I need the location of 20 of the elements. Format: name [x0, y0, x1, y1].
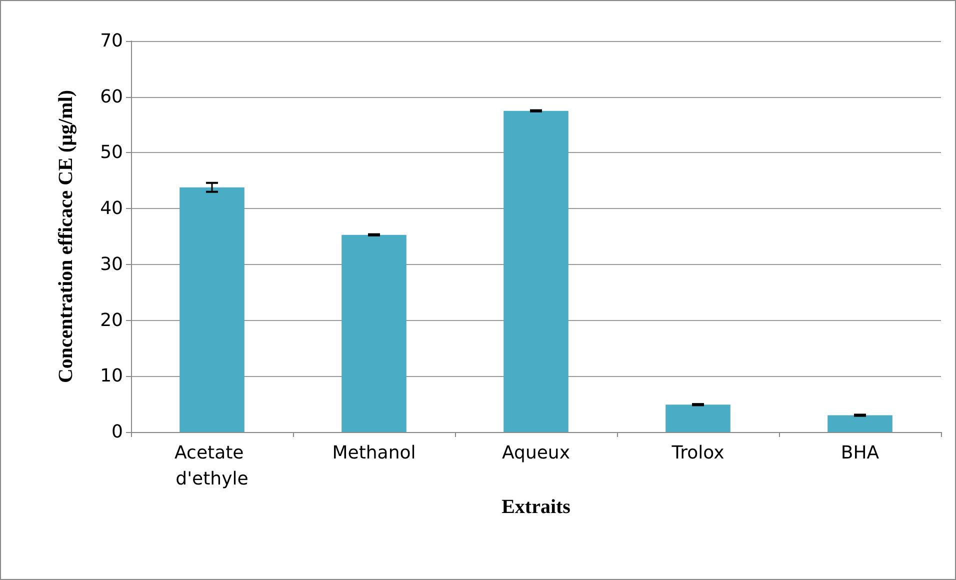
y-tick-label: 30: [100, 254, 123, 275]
x-tick-label: Acetate d'ethyle: [174, 442, 250, 490]
y-tick-label: 50: [100, 142, 123, 164]
x-tick-label: Trolox: [670, 442, 725, 464]
x-tick-label: Methanol: [332, 442, 416, 464]
y-tick-label: 20: [100, 310, 123, 331]
y-tick-label: 10: [100, 366, 123, 387]
bar: [342, 234, 406, 432]
x-tick-label: BHA: [840, 442, 880, 464]
y-tick-label: 40: [100, 198, 123, 220]
x-axis-title: Extraits: [502, 496, 571, 518]
y-axis-title: Concentration efficace CE (µg/ml): [55, 90, 77, 384]
x-tick-label: Aqueux: [502, 442, 570, 464]
bar: [180, 187, 244, 432]
bar: [828, 415, 892, 432]
y-tick-label: 70: [100, 30, 123, 52]
y-tick-label: 60: [100, 86, 123, 108]
bar: [666, 404, 730, 432]
bar: [504, 110, 568, 432]
y-tick-label: 0: [112, 422, 123, 442]
